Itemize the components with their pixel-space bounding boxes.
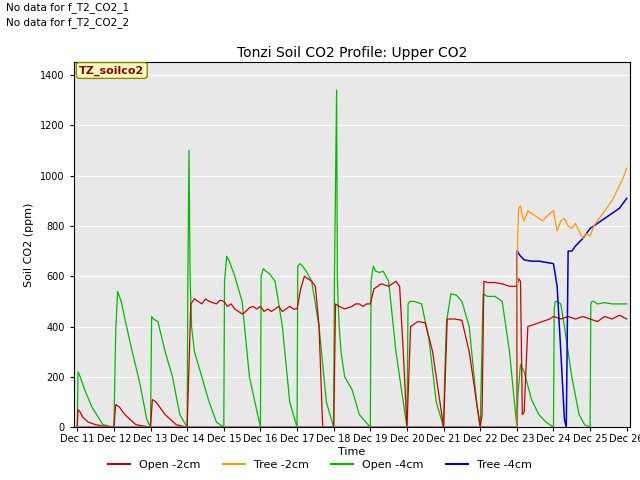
Text: No data for f_T2_CO2_2: No data for f_T2_CO2_2 [6,17,129,28]
Text: No data for f_T2_CO2_1: No data for f_T2_CO2_1 [6,2,129,13]
Text: TZ_soilco2: TZ_soilco2 [79,65,145,76]
Y-axis label: Soil CO2 (ppm): Soil CO2 (ppm) [24,203,35,287]
X-axis label: Time: Time [339,447,365,457]
Legend: Open -2cm, Tree -2cm, Open -4cm, Tree -4cm: Open -2cm, Tree -2cm, Open -4cm, Tree -4… [104,456,536,474]
Title: Tonzi Soil CO2 Profile: Upper CO2: Tonzi Soil CO2 Profile: Upper CO2 [237,46,467,60]
